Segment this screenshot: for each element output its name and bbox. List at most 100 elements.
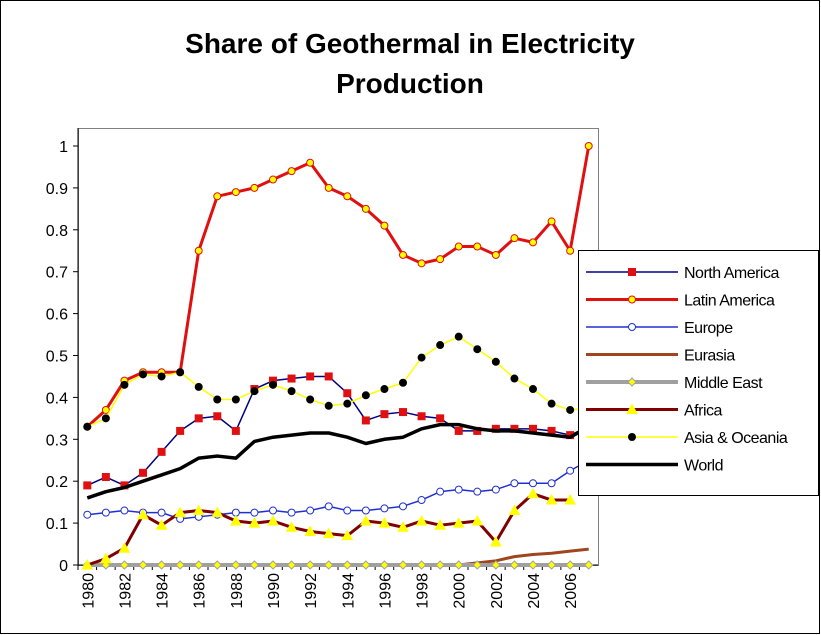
marker [305, 560, 315, 570]
marker [399, 502, 407, 511]
x-tick-label: 1980 [80, 573, 97, 609]
marker [417, 259, 426, 268]
marker [628, 268, 636, 276]
marker [436, 341, 445, 350]
marker [269, 175, 277, 184]
x-tick-label: 1982 [117, 573, 134, 609]
marker [138, 560, 148, 570]
y-tick-label: 0.7 [46, 265, 68, 282]
marker [436, 255, 445, 264]
marker [360, 514, 372, 526]
marker [119, 560, 130, 570]
x-tick-label: 2002 [489, 573, 506, 609]
marker [306, 372, 315, 381]
legend-box [578, 250, 819, 496]
marker [194, 560, 204, 570]
series-line [86, 335, 589, 428]
marker [491, 485, 500, 494]
legend-label: World [684, 458, 723, 475]
marker [471, 514, 484, 526]
marker [417, 412, 426, 421]
marker [287, 508, 296, 517]
marker [194, 382, 203, 391]
marker [249, 560, 260, 570]
legend-label: Latin America [684, 293, 775, 310]
marker [546, 560, 557, 570]
marker [250, 387, 259, 396]
marker [269, 380, 277, 389]
marker [436, 487, 445, 496]
marker [212, 560, 222, 570]
marker [397, 521, 409, 532]
marker [473, 242, 482, 251]
marker [81, 558, 94, 570]
marker [213, 395, 222, 404]
y-tick-label: 0.9 [46, 181, 68, 198]
marker [306, 506, 315, 515]
marker [324, 401, 333, 410]
y-tick-label: 0.3 [46, 432, 68, 449]
marker [157, 372, 166, 381]
marker [139, 468, 147, 477]
marker [213, 192, 222, 201]
marker [120, 380, 129, 389]
marker [192, 504, 205, 516]
x-tick-label: 1994 [340, 573, 357, 609]
marker [101, 508, 110, 517]
marker [120, 506, 129, 515]
legend-label: Eurasia [684, 348, 735, 365]
marker [175, 560, 185, 570]
marker [434, 519, 446, 530]
x-tick-label: 1998 [415, 573, 432, 609]
marker [491, 357, 500, 366]
marker [547, 399, 556, 408]
marker [211, 506, 224, 518]
marker [491, 250, 500, 259]
marker [250, 508, 259, 517]
marker [398, 560, 408, 570]
marker [626, 403, 638, 414]
marker [566, 246, 575, 255]
series-line [86, 422, 590, 500]
marker [435, 560, 445, 570]
marker [378, 517, 391, 528]
marker [628, 295, 636, 304]
marker [101, 473, 110, 482]
marker [584, 560, 594, 570]
marker [527, 487, 539, 499]
marker [324, 560, 334, 570]
marker [436, 414, 445, 423]
marker [379, 560, 390, 570]
marker [547, 479, 556, 488]
marker [452, 517, 465, 528]
marker [399, 250, 407, 259]
marker [341, 529, 354, 541]
marker [194, 414, 203, 423]
marker [491, 560, 501, 570]
marker [343, 506, 352, 515]
marker [545, 494, 558, 505]
marker [529, 238, 537, 247]
marker [287, 374, 296, 383]
legend-label: Africa [684, 403, 723, 420]
marker [564, 494, 576, 505]
marker [137, 508, 149, 520]
marker [628, 323, 636, 331]
marker [510, 374, 519, 383]
marker [380, 221, 389, 230]
marker [361, 560, 371, 570]
marker [83, 481, 92, 490]
series-line [87, 459, 590, 520]
marker [547, 217, 556, 226]
marker [343, 389, 352, 398]
marker [322, 527, 335, 539]
marker [454, 332, 463, 341]
marker [324, 183, 333, 192]
marker [454, 426, 463, 435]
marker [157, 447, 166, 456]
marker [230, 514, 242, 526]
y-tick-label: 0.4 [46, 390, 68, 407]
legend-label: Asia & Oceania [684, 430, 788, 447]
marker [361, 416, 370, 425]
